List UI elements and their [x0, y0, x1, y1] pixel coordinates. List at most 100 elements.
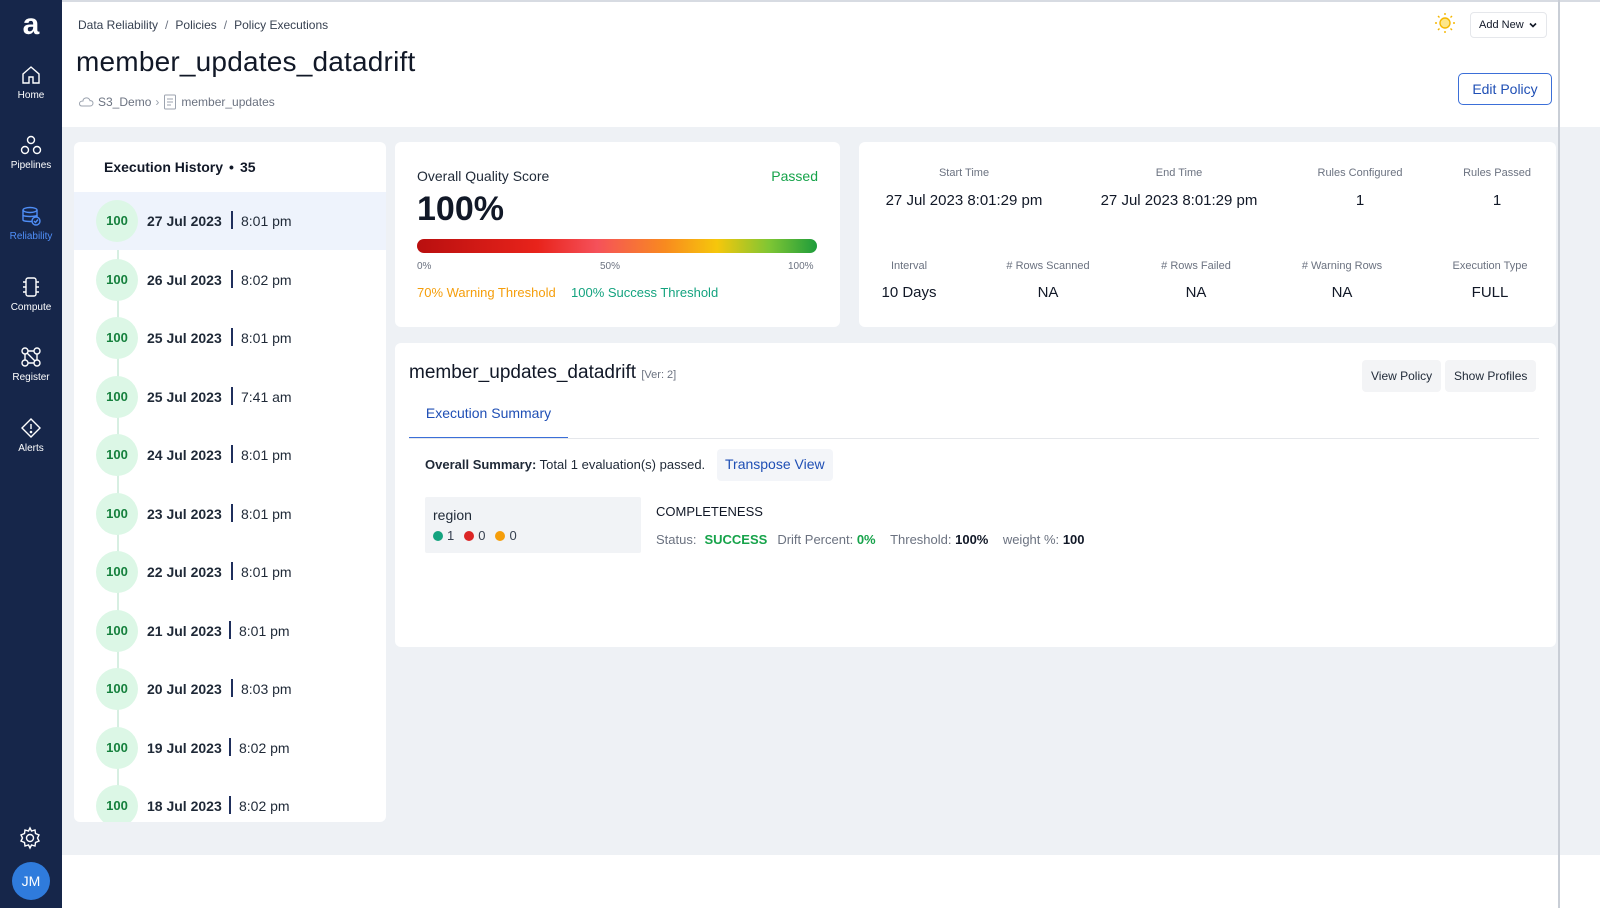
end-time-label: End Time	[1155, 167, 1203, 179]
history-divider	[231, 269, 233, 288]
start-time-label: Start Time	[938, 167, 990, 179]
tab-execution-summary[interactable]: Execution Summary	[409, 405, 568, 439]
history-date: 27 Jul 2023	[147, 213, 222, 229]
history-divider	[231, 679, 233, 697]
policy-summary-card: member_updates_datadrift [Ver: 2] View P…	[395, 343, 1556, 647]
datasource-link[interactable]: S3_Demo	[98, 95, 152, 109]
execution-type-label: Execution Type	[1452, 260, 1528, 272]
view-policy-button[interactable]: View Policy	[1362, 360, 1442, 392]
history-score-badge: 100	[96, 317, 138, 359]
history-divider	[231, 328, 233, 346]
history-row[interactable]: 100 23 Jul 2023 8:01 pm	[74, 485, 386, 543]
asset-path: S3_Demo › member_updates	[78, 94, 275, 110]
history-score-badge: 100	[96, 726, 138, 769]
quality-score-label: Overall Quality Score	[417, 168, 550, 184]
show-profiles-button[interactable]: Show Profiles	[1445, 360, 1537, 392]
tick-50: 50%	[600, 261, 621, 272]
history-date: 22 Jul 2023	[147, 564, 222, 580]
document-icon	[164, 94, 177, 110]
history-date: 26 Jul 2023	[147, 271, 222, 288]
policy-name: member_updates_datadrift	[409, 362, 637, 383]
status-label: Status:	[656, 532, 697, 547]
nav-reliability[interactable]: Reliability	[0, 205, 62, 269]
avatar[interactable]: JM	[12, 862, 50, 900]
top-border	[62, 0, 1600, 2]
region-counts: 1 0 0	[433, 528, 517, 543]
nav-compute[interactable]: Compute	[0, 276, 62, 340]
app-logo[interactable]: a	[22, 8, 40, 41]
gear-icon[interactable]	[18, 826, 42, 850]
policy-title: member_updates_datadrift [Ver: 2]	[409, 362, 676, 384]
nav-home[interactable]: Home	[0, 64, 62, 128]
pipelines-icon	[20, 135, 42, 155]
history-date: 19 Jul 2023	[147, 739, 222, 756]
execution-stats-card: Start Time 27 Jul 2023 8:01:29 pm End Ti…	[859, 142, 1556, 327]
history-row[interactable]: 100 25 Jul 2023 7:41 am	[74, 368, 386, 426]
rows-scanned-label: # Rows Scanned	[1006, 260, 1090, 272]
nav-register[interactable]: Register	[0, 346, 62, 410]
warning-dot-icon	[495, 530, 506, 541]
breadcrumb-separator: /	[223, 18, 228, 32]
history-row[interactable]: 100 26 Jul 2023 8:02 pm	[74, 251, 386, 309]
region-item[interactable]: region 1 0 0	[425, 497, 641, 553]
history-divider	[231, 211, 233, 229]
history-time: 8:02 pm	[241, 271, 292, 288]
history-time: 8:02 pm	[239, 739, 290, 756]
history-row[interactable]: 100 20 Jul 2023 8:03 pm	[74, 660, 386, 718]
history-divider	[231, 562, 233, 580]
quality-score-card: Overall Quality Score Passed 100% 0% 50%…	[395, 142, 840, 327]
history-divider	[231, 386, 233, 405]
history-row[interactable]: 100 27 Jul 2023 8:01 pm	[74, 192, 386, 250]
warning-rows-label: # Warning Rows	[1301, 260, 1383, 272]
tick-0: 0%	[417, 261, 432, 272]
history-date: 21 Jul 2023	[147, 622, 222, 639]
edit-policy-button[interactable]: Edit Policy	[1458, 73, 1552, 105]
history-date: 23 Jul 2023	[147, 505, 222, 522]
history-score-badge: 100	[96, 200, 138, 242]
rules-passed-value: 1	[1492, 192, 1502, 209]
history-score-badge: 100	[96, 551, 138, 593]
history-row[interactable]: 100 19 Jul 2023 8:02 pm	[74, 719, 386, 777]
rows-failed-label: # Rows Failed	[1161, 260, 1231, 272]
history-row[interactable]: 100 22 Jul 2023 8:01 pm	[74, 543, 386, 601]
breadcrumb-policies[interactable]: Policies	[175, 18, 217, 32]
history-date: 25 Jul 2023	[147, 388, 222, 405]
tab-divider	[409, 438, 1539, 439]
breadcrumb-policy-executions: Policy Executions	[234, 18, 329, 32]
tick-100: 100%	[788, 261, 814, 272]
history-time: 8:01 pm	[241, 447, 292, 463]
breadcrumb: Data Reliability / Policies / Policy Executi…	[78, 18, 328, 32]
breadcrumb-separator: /	[165, 18, 169, 32]
history-score-badge: 100	[96, 434, 138, 476]
page-header: Data Reliability / Policies / Policy Executi…	[62, 2, 1600, 127]
history-row[interactable]: 100 25 Jul 2023 8:01 pm	[74, 309, 386, 367]
chevron-right-icon: ›	[155, 95, 160, 109]
failure-dot-icon	[464, 530, 475, 541]
overall-summary: Overall Summary: Total 1 evaluation(s) p…	[425, 457, 705, 472]
history-score-badge: 100	[96, 375, 138, 418]
asset-link[interactable]: member_updates	[181, 95, 275, 109]
weight-label: weight %:	[1002, 532, 1060, 547]
history-date: 25 Jul 2023	[147, 330, 222, 346]
chevron-down-icon	[1529, 22, 1537, 28]
history-row[interactable]: 100 21 Jul 2023 8:01 pm	[74, 602, 386, 660]
breadcrumb-data-reliability[interactable]: Data Reliability	[78, 18, 159, 32]
sun-icon[interactable]	[1434, 12, 1456, 34]
add-new-button[interactable]: Add New	[1470, 12, 1547, 38]
history-row[interactable]: 100 18 Jul 2023 8:02 pm	[74, 777, 386, 822]
nav-alerts[interactable]: Alerts	[0, 417, 62, 481]
home-icon	[22, 66, 40, 84]
sidebar: a Home Pipelines Reliability Compute Reg…	[0, 0, 62, 908]
warning-rows-value: NA	[1331, 284, 1353, 301]
rules-passed-label: Rules Passed	[1463, 167, 1531, 179]
overall-summary-label: Overall Summary:	[425, 457, 537, 472]
execution-history-count: 35	[239, 159, 256, 175]
history-score-badge: 100	[96, 609, 138, 652]
warning-count: 0	[509, 528, 517, 543]
window-edge	[1558, 0, 1560, 908]
compute-icon	[23, 277, 39, 297]
nav-pipelines[interactable]: Pipelines	[0, 134, 62, 198]
transpose-view-button[interactable]: Transpose View	[717, 449, 833, 481]
nav-reliability-label: Reliability	[9, 231, 53, 242]
history-row[interactable]: 100 24 Jul 2023 8:01 pm	[74, 426, 386, 484]
